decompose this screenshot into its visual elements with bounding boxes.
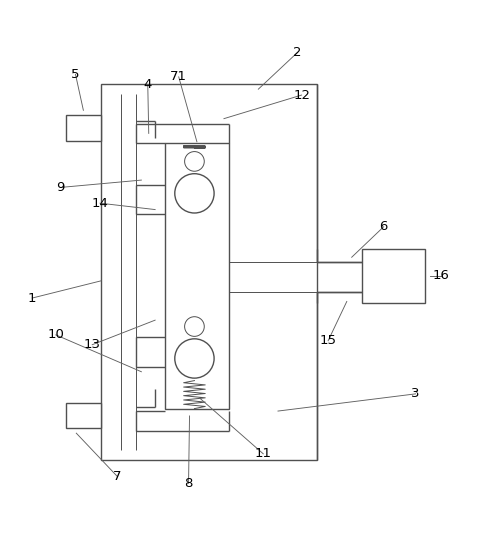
- Text: 2: 2: [293, 46, 302, 59]
- Text: 12: 12: [293, 88, 310, 101]
- Bar: [361, 249, 425, 303]
- Text: 8: 8: [184, 477, 193, 490]
- Text: 14: 14: [91, 197, 108, 210]
- Bar: [66, 115, 101, 141]
- Text: 15: 15: [320, 334, 336, 347]
- Circle shape: [175, 339, 214, 378]
- Bar: [165, 143, 229, 409]
- Circle shape: [184, 152, 204, 171]
- Text: 6: 6: [380, 220, 388, 233]
- Text: 1: 1: [28, 292, 36, 305]
- Text: 5: 5: [71, 68, 80, 81]
- Text: 11: 11: [255, 447, 272, 460]
- Bar: [66, 403, 101, 428]
- Bar: [101, 84, 317, 460]
- Text: 3: 3: [412, 388, 420, 401]
- Text: 16: 16: [433, 269, 450, 282]
- Text: 7: 7: [113, 470, 122, 483]
- Circle shape: [175, 173, 214, 213]
- Text: 9: 9: [56, 181, 65, 194]
- Circle shape: [184, 317, 204, 337]
- Text: 10: 10: [47, 328, 64, 341]
- Text: 4: 4: [144, 78, 152, 91]
- Text: 71: 71: [170, 70, 187, 83]
- Text: 13: 13: [83, 338, 101, 351]
